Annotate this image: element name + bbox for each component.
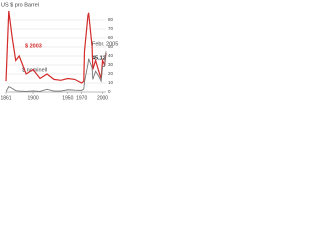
x-tick-label: 1900 [28, 95, 39, 101]
x-tick-label: 2000 [97, 95, 108, 101]
y-tick-label: 60 [108, 35, 114, 40]
series-line [5, 10, 107, 84]
y-tick-label: 30 [108, 62, 114, 67]
annotation: Febr. 2005 [92, 41, 118, 47]
y-tick-label: 10 [108, 80, 114, 85]
annotation: 45,12 [92, 55, 106, 61]
x-tick-label: 1950 [62, 95, 73, 101]
y-tick-label: 70 [108, 26, 114, 31]
y-tick-label: 20 [108, 71, 114, 76]
series-line [5, 51, 107, 92]
chart: US $ pro Barrel $ 2003 $ nominell Febr. … [0, 2, 118, 101]
y-tick-label: 40 [108, 53, 114, 58]
x-tick-label: 1970 [76, 95, 87, 101]
series-label: $ 2003 [25, 43, 42, 49]
y-tick-label: 0 [108, 89, 111, 94]
y-tick-label: 80 [108, 17, 114, 22]
chart-title: US $ pro Barrel [1, 2, 39, 8]
y-tick-label: 50 [108, 44, 114, 49]
x-tick-label: 1861 [0, 95, 11, 101]
